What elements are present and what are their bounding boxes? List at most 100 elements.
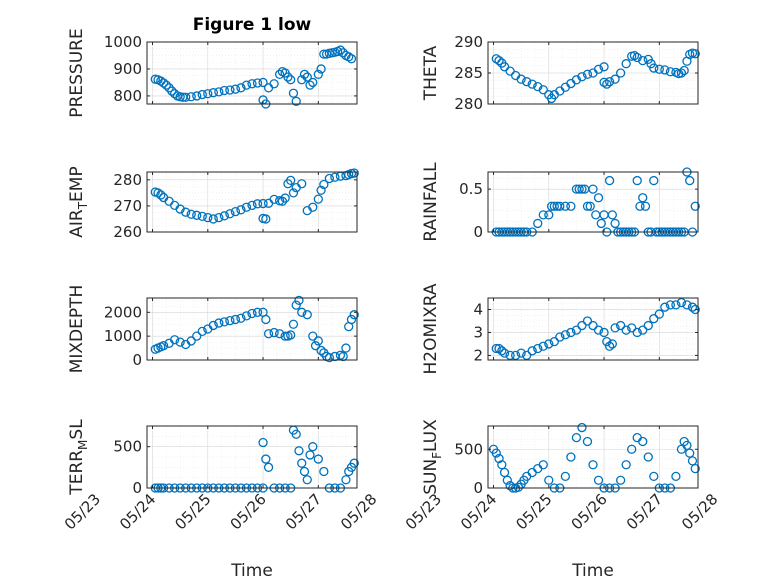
data-point <box>258 77 268 88</box>
data-point <box>538 341 548 351</box>
data-point <box>308 442 318 452</box>
data-point <box>274 69 285 79</box>
subplot-3: 260 270 280 AIRTEMP <box>67 166 359 241</box>
data-point <box>654 309 664 319</box>
data-point <box>186 209 196 219</box>
data-point <box>588 184 598 194</box>
data-point <box>214 213 224 223</box>
y-axis-label: H2OMIXRA <box>421 283 441 374</box>
data-point <box>186 336 196 346</box>
subplot-2: 280 285 290 THETA <box>421 33 700 113</box>
data-point <box>566 327 576 338</box>
data-point <box>214 318 224 328</box>
data-point <box>346 314 357 325</box>
data-point <box>638 325 648 335</box>
data-point <box>192 331 202 341</box>
data-point <box>671 471 681 482</box>
data-point <box>555 332 565 342</box>
data-point <box>302 72 312 82</box>
data-point <box>685 175 695 186</box>
data-point <box>649 471 659 482</box>
data-point <box>219 317 230 327</box>
series-markers <box>491 297 700 361</box>
y-tick-label: 0.5 <box>459 180 483 198</box>
data-point <box>349 168 359 178</box>
data-point <box>308 331 318 341</box>
data-point <box>230 84 241 94</box>
y-tick-label: 0 <box>473 223 483 241</box>
data-point <box>513 482 524 492</box>
data-point <box>544 210 554 220</box>
data-point <box>555 201 565 211</box>
data-point <box>533 81 543 92</box>
data-point <box>549 336 559 347</box>
data-point <box>574 184 584 194</box>
data-point <box>602 79 612 89</box>
data-point <box>299 466 310 477</box>
axes-frame <box>146 297 358 361</box>
data-point <box>607 210 617 220</box>
data-point <box>588 460 598 470</box>
grid <box>488 298 698 360</box>
data-point <box>649 63 659 73</box>
data-point <box>158 78 169 88</box>
data-point <box>192 210 202 220</box>
data-point <box>167 86 177 96</box>
data-point <box>566 452 576 462</box>
axes-frame <box>487 425 699 489</box>
data-point <box>181 92 191 102</box>
data-point <box>690 304 700 315</box>
data-point <box>258 437 268 448</box>
y-tick-label: 900 <box>113 60 142 78</box>
data-point <box>316 345 326 356</box>
y-tick-label: 270 <box>113 197 142 215</box>
data-point <box>610 218 620 229</box>
data-point <box>638 193 648 203</box>
subplot-6: 2 3 4 H2OMIXRA <box>421 283 700 375</box>
data-point <box>632 175 642 186</box>
data-point <box>280 193 290 203</box>
data-point <box>297 75 307 85</box>
y-axis-label: PRESSURE <box>67 28 87 117</box>
data-point <box>324 352 335 363</box>
y-tick-label: 0 <box>132 479 142 497</box>
data-point <box>261 454 271 464</box>
data-point <box>294 446 304 456</box>
data-point <box>494 453 504 464</box>
y-tick-label: 280 <box>113 171 142 189</box>
data-point <box>335 45 346 55</box>
data-point <box>288 88 299 98</box>
data-point <box>582 69 593 79</box>
data-point <box>313 454 323 464</box>
data-point <box>203 89 213 99</box>
data-point <box>158 341 169 351</box>
data-point <box>522 77 532 87</box>
data-point <box>502 475 512 485</box>
data-point <box>297 307 307 317</box>
subplot-5: 0 1000 2000 MIXDEPTH <box>67 285 359 373</box>
y-tick-label: 260 <box>113 223 142 241</box>
data-point <box>310 341 321 351</box>
x-tick-label: 05/27 <box>282 490 325 533</box>
data-point <box>571 432 582 443</box>
data-point <box>560 330 571 340</box>
data-point <box>280 331 290 341</box>
data-point <box>286 175 296 185</box>
data-point <box>538 210 548 220</box>
data-point <box>499 348 510 358</box>
data-point <box>316 64 326 74</box>
x-tick-label: 05/25 <box>512 490 555 533</box>
data-point <box>682 440 692 451</box>
data-point <box>593 325 604 335</box>
data-point <box>252 199 263 209</box>
data-point <box>615 475 626 485</box>
subplot-4: 0 0.5 RAINFALL <box>421 162 700 242</box>
x-tick-label: 05/26 <box>568 490 611 533</box>
data-point <box>294 295 304 306</box>
data-point <box>302 310 312 320</box>
y-axis-label: RAINFALL <box>421 162 441 242</box>
data-point <box>313 194 323 204</box>
data-point <box>505 350 515 361</box>
x-tick-label: 05/28 <box>678 490 721 533</box>
y-tick-label: 500 <box>113 438 142 456</box>
